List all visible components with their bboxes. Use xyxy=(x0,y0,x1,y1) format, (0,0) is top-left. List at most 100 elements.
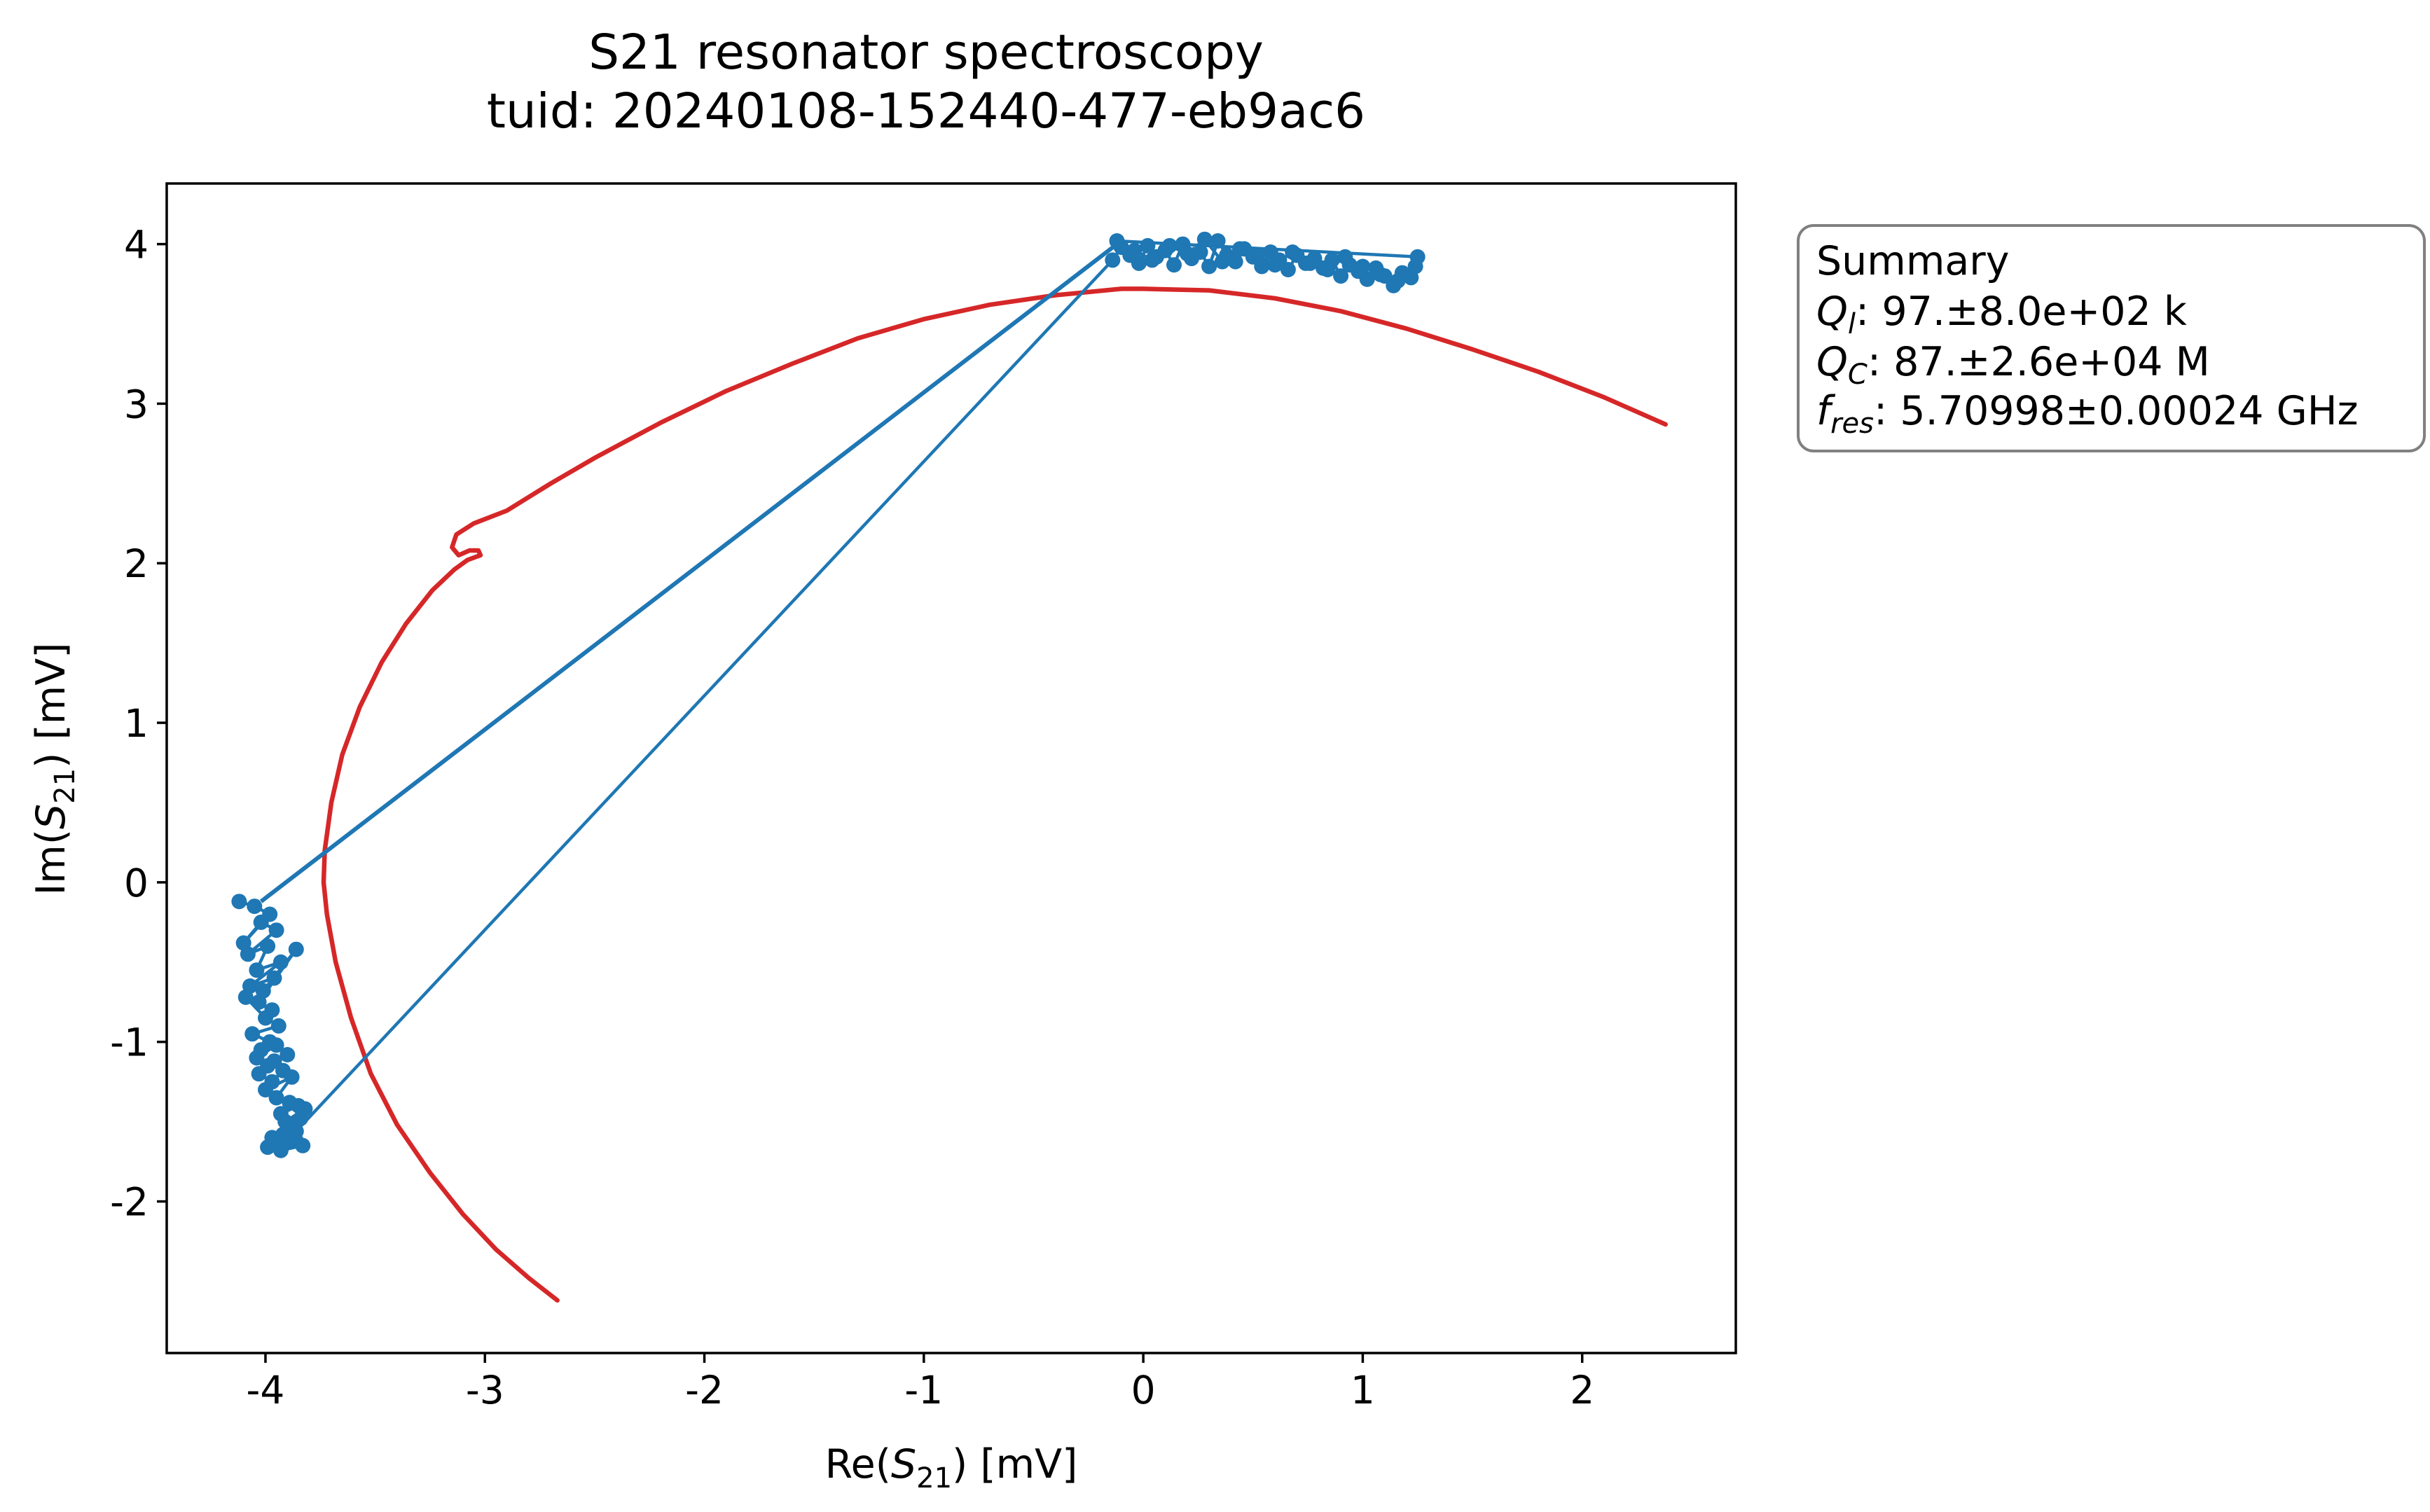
data-point xyxy=(251,1066,267,1082)
data-point xyxy=(244,1026,261,1042)
data-point xyxy=(253,914,269,930)
summary-qc-sub: C xyxy=(1848,359,1868,391)
y-axis-label-suffix: ) [mV] xyxy=(28,642,74,768)
data-point xyxy=(1359,271,1375,287)
data-point xyxy=(284,1069,300,1085)
summary-line-fres: fres: 5.70998±0.00024 GHz xyxy=(1816,388,2359,440)
x-axis-label: Re(S21) [mV] xyxy=(825,1441,1078,1494)
summary-ql-symbol: Q xyxy=(1816,289,1848,335)
y-tick-label: 2 xyxy=(124,541,149,586)
summary-heading: Summary xyxy=(1816,238,2009,284)
data-point xyxy=(240,946,256,962)
data-point xyxy=(1355,258,1371,275)
data-point xyxy=(1192,244,1208,260)
data-point xyxy=(1372,266,1388,282)
summary-qc-symbol: Q xyxy=(1816,339,1848,385)
data-point xyxy=(1166,257,1182,273)
data-point xyxy=(258,1010,273,1026)
data-point xyxy=(1302,255,1318,271)
data-layer xyxy=(231,231,1425,1158)
x-tick-label: -4 xyxy=(247,1368,285,1413)
summary-ql-sub: l xyxy=(1848,308,1856,340)
y-axis-label-prefix: Im( xyxy=(28,829,74,896)
data-point xyxy=(231,894,247,910)
data-point xyxy=(288,941,304,957)
x-axis-ticks: -4 -3 -2 -1 0 1 2 xyxy=(247,1353,1594,1413)
x-tick-label: 2 xyxy=(1570,1368,1594,1413)
data-point xyxy=(1232,241,1248,257)
chart-title: S21 resonator spectroscopy xyxy=(588,25,1264,81)
data-point xyxy=(1267,257,1283,273)
data-trace-line xyxy=(238,237,1419,1152)
y-tick-label: 4 xyxy=(124,223,149,268)
data-point xyxy=(268,1090,284,1106)
data-point xyxy=(1131,255,1147,271)
data-point xyxy=(1285,244,1301,260)
data-point xyxy=(237,989,254,1005)
data-point xyxy=(1105,252,1121,268)
y-axis-ticks: 4 3 2 1 0 -1 -2 xyxy=(110,223,167,1225)
x-tick-label: -3 xyxy=(466,1368,504,1413)
data-point xyxy=(282,1095,298,1111)
y-axis-label: Im(S21) [mV] xyxy=(28,642,81,895)
data-point xyxy=(1250,247,1265,263)
data-point xyxy=(1320,262,1336,277)
fit-curve xyxy=(321,286,1668,1303)
data-point xyxy=(1144,252,1160,268)
data-point xyxy=(1140,237,1156,254)
x-tick-label: 1 xyxy=(1351,1368,1375,1413)
data-point xyxy=(288,1123,304,1139)
data-point xyxy=(1179,246,1195,262)
y-axis-label-symbol: S xyxy=(28,804,74,829)
x-axis-label-sub: 21 xyxy=(916,1462,952,1494)
x-axis-label-prefix: Re( xyxy=(825,1441,891,1487)
data-point xyxy=(295,1137,311,1153)
data-point xyxy=(247,899,263,915)
x-tick-label: -1 xyxy=(904,1368,943,1413)
data-point xyxy=(1390,273,1406,289)
data-point xyxy=(249,962,265,978)
y-tick-label: 0 xyxy=(124,861,149,906)
summary-line-ql: Ql: 97.±8.0e+02 k xyxy=(1816,289,2187,340)
summary-line-qc: QC: 87.±2.6e+04 M xyxy=(1816,339,2210,391)
y-axis-label-sub: 21 xyxy=(49,768,81,804)
data-point xyxy=(1161,237,1178,254)
plot-frame xyxy=(165,182,1737,1354)
data-point xyxy=(1337,249,1353,265)
x-tick-label: -2 xyxy=(685,1368,724,1413)
data-point xyxy=(268,1037,284,1053)
summary-fres-sub: res xyxy=(1830,408,1874,440)
x-tick-label: 0 xyxy=(1131,1368,1156,1413)
y-tick-label: 1 xyxy=(124,701,149,746)
data-point xyxy=(1196,231,1213,247)
fit-layer xyxy=(321,286,1668,1303)
data-point xyxy=(1210,233,1226,249)
data-point xyxy=(1126,242,1142,258)
summary-box: Summary Ql: 97.±8.0e+02 k QC: 87.±2.6e+0… xyxy=(1797,224,2426,452)
y-tick-label: -1 xyxy=(110,1020,149,1065)
data-point xyxy=(277,1135,294,1151)
summary-fres-text: : 5.70998±0.00024 GHz xyxy=(1874,388,2359,434)
data-point xyxy=(1227,254,1243,270)
data-point xyxy=(1333,268,1349,284)
y-tick-label: 3 xyxy=(124,382,149,426)
data-point xyxy=(249,1050,265,1066)
data-point xyxy=(266,970,282,986)
data-point xyxy=(251,994,267,1010)
data-point xyxy=(1214,254,1230,270)
x-axis-label-symbol: S xyxy=(891,1441,916,1487)
data-point xyxy=(272,954,289,970)
data-point xyxy=(260,1139,276,1156)
data-point xyxy=(258,1082,273,1098)
chart-subtitle: tuid: 20240108-152440-477-eb9ac6 xyxy=(487,83,1365,139)
data-point xyxy=(260,938,276,954)
data-connector-line xyxy=(259,242,1119,903)
summary-box-frame xyxy=(1797,224,2426,452)
y-tick-label: -2 xyxy=(110,1180,149,1225)
summary-ql-text: : 97.±8.0e+02 k xyxy=(1856,289,2187,335)
data-point xyxy=(268,922,284,938)
summary-qc-text: : 87.±2.6e+04 M xyxy=(1868,339,2210,385)
data-point xyxy=(1201,258,1217,275)
data-point xyxy=(1280,262,1296,277)
